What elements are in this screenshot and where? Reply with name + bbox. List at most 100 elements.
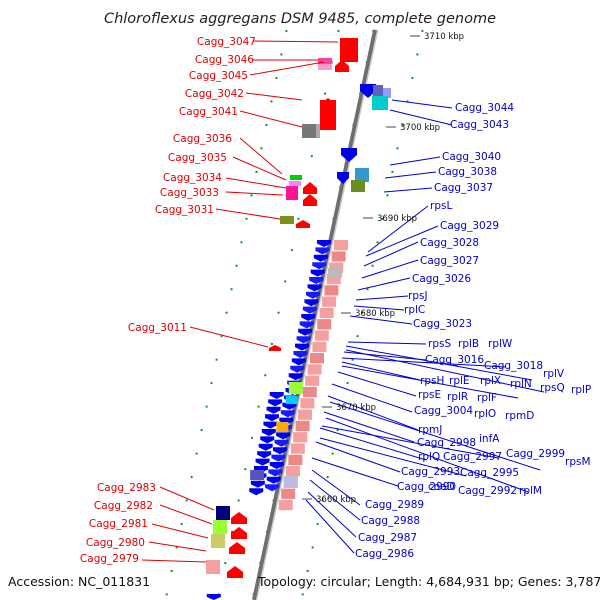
gene-cagg-2979-b	[227, 566, 243, 578]
ribosomal-arrow	[264, 414, 279, 422]
ribosomal-arrow	[282, 402, 297, 410]
gene-label-cagg-2997: Cagg_2997	[443, 451, 502, 463]
gene-cagg-3031	[280, 216, 294, 224]
ribosomal-gene	[300, 398, 315, 409]
ribosomal-gene	[285, 466, 300, 477]
ribosomal-gene	[319, 307, 334, 319]
left-leader-line	[232, 156, 287, 181]
right-leader-line	[311, 457, 399, 487]
gene-label-cagg-2980: Cagg_2980	[86, 537, 145, 549]
ribosomal-gene	[312, 341, 327, 352]
right-leader-line	[384, 171, 437, 179]
scale-label: 3700 kbp	[400, 123, 440, 133]
gene-label-rpse: rpsE	[418, 389, 441, 401]
left-leader-line	[225, 177, 287, 189]
gene-label-cagg-3031: Cagg_3031	[155, 204, 214, 216]
gene-label-cagg-3029: Cagg_3029	[440, 220, 499, 232]
ribosomal-gene	[314, 330, 329, 341]
gene-label-cagg-2987: Cagg_2987	[358, 532, 417, 544]
gene-label-cagg-3004: Cagg_3004	[414, 405, 473, 417]
gene-cagg-3031-b	[296, 220, 310, 228]
right-leader-line	[345, 349, 545, 393]
gene-label-rpln: rplN	[510, 378, 532, 390]
right-leader-line	[307, 491, 357, 538]
ribosomal-gene	[317, 319, 332, 330]
gene-label-cagg-2983: Cagg_2983	[97, 482, 156, 494]
right-leader-line	[343, 351, 427, 361]
gene-cagg-3040	[341, 148, 357, 162]
gene-label-cagg-3046: Cagg_3046	[195, 54, 254, 66]
left-leader-line	[225, 191, 284, 196]
gene-grey-marker-lower	[283, 476, 298, 488]
gene-label-cagg-3037: Cagg_3037	[434, 182, 493, 194]
ribosomal-arrow	[263, 421, 278, 429]
ribosomal-gene	[321, 296, 336, 307]
scale-label: 3690 kbp	[377, 214, 417, 224]
right-leader-line	[305, 499, 355, 554]
ribosomal-gene	[331, 251, 346, 262]
gene-label-cagg-2990: Cagg_2990	[397, 481, 456, 493]
gene-cagg-2983	[216, 506, 230, 520]
gene-label-rpsq: rpsQ	[540, 382, 565, 394]
ribosomal-arrow	[274, 439, 289, 447]
gene-label-cagg-3045: Cagg_3045	[189, 70, 248, 82]
ribosomal-arrow	[302, 306, 317, 314]
ribosomal-arrow	[258, 443, 273, 451]
gene-label-cagg-2993: Cagg_2993	[401, 466, 460, 478]
ribosomal-arrow	[266, 476, 281, 484]
scale-label: 3680 kbp	[355, 309, 395, 319]
ribosomal-arrow	[290, 365, 305, 373]
ribosomal-arrow	[269, 462, 284, 469]
left-leader-line	[239, 110, 303, 128]
gene-cagg-3038	[355, 168, 369, 182]
gene-label-cagg-3034: Cagg_3034	[163, 172, 222, 184]
gene-cagg-3037	[351, 180, 365, 192]
gene-label-cagg-3027: Cagg_3027	[420, 255, 479, 267]
gene-purple-marker	[250, 470, 265, 480]
gene-label-cagg-3018: Cagg_3018	[484, 360, 543, 372]
right-leader-line	[363, 241, 419, 267]
label-leader-lines	[141, 40, 545, 563]
gene-label-rpsj: rpsJ	[408, 290, 428, 302]
ribosomal-arrow	[271, 454, 286, 462]
gene-label-cagg-3047: Cagg_3047	[197, 36, 256, 48]
gene-cagg-3041-part	[316, 124, 320, 138]
ribosomal-arrow	[265, 484, 280, 492]
left-leader-line	[239, 137, 283, 175]
gene-cagg-3011	[269, 345, 281, 351]
gene-features	[206, 38, 391, 600]
gene-bottom-arrow	[206, 594, 221, 600]
right-leader-line	[315, 441, 401, 473]
right-leader-line	[361, 259, 419, 279]
gene-cagg-2983-b	[231, 512, 247, 524]
ribosomal-gene	[324, 285, 339, 296]
gene-cagg-3036	[290, 175, 302, 180]
right-leader-line	[341, 365, 519, 399]
ribosomal-arrow	[288, 373, 303, 381]
ribosomal-arrow	[266, 406, 281, 414]
right-leader-line	[319, 437, 467, 477]
gene-label-cagg-3023: Cagg_3023	[413, 318, 472, 330]
ribosomal-arrow	[293, 351, 308, 358]
ribosomal-arrow	[298, 328, 313, 336]
gene-label-cagg-3035: Cagg_3035	[168, 152, 227, 164]
gene-label-cagg-3011: Cagg_3011	[128, 322, 187, 334]
gene-label-rplf: rplF	[477, 392, 497, 404]
right-leader-line	[331, 383, 413, 413]
ribosomal-gene	[307, 364, 322, 375]
gene-label-cagg-2986: Cagg_2986	[355, 548, 414, 560]
gene-cagg-3044-part	[373, 85, 383, 97]
right-leader-line	[341, 357, 507, 368]
ribosomal-arrow	[268, 469, 283, 477]
right-leader-line	[353, 305, 405, 311]
gene-label-rpsl: rpsL	[430, 200, 452, 212]
gene-cagg-3044	[360, 84, 376, 98]
ribosomal-gene	[278, 499, 293, 511]
left-leader-line	[249, 61, 325, 76]
gene-label-rpsh: rpsH	[420, 375, 444, 387]
gene-label-cagg-2982: Cagg_2982	[94, 500, 153, 512]
right-leader-line	[349, 315, 413, 325]
gene-label-cagg-3042: Cagg_3042	[185, 88, 244, 100]
right-leader-line	[311, 469, 361, 506]
